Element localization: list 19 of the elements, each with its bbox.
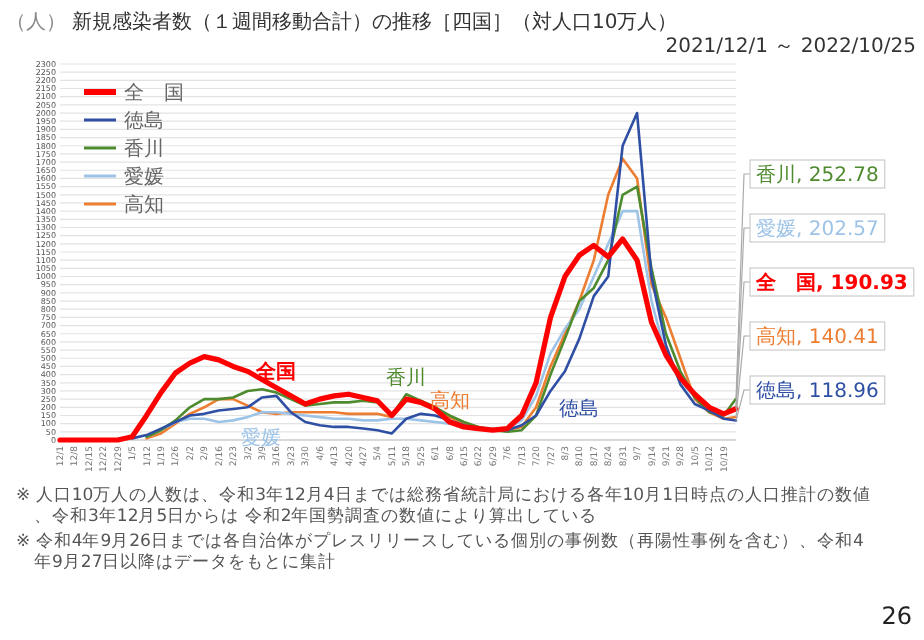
- annotation: 高知: [429, 389, 470, 414]
- legend-label: 高知: [124, 193, 164, 217]
- title: 新規感染者数（１週間移動合計）の推移［四国］（対人口10万人）: [72, 12, 678, 34]
- text: ※ 人口10万人の人数は、令和3年12月4日までは総務省統計局における各年10月1日時点の人口推計の数値、令和3年12月5日からは 令和2年国勢調査の数値により算出している: [16, 484, 871, 527]
- annotation: 香川, 252.78: [756, 163, 879, 187]
- ylabel: （人）: [6, 12, 66, 34]
- subtitle: 2021/12/1 ～ 2022/10/25: [665, 36, 916, 58]
- legend-label: 全 国: [124, 81, 184, 105]
- annotation: 徳島, 118.96: [756, 379, 879, 403]
- text: ※ 令和4年9月26日までは各自治体がプレスリリースしている個別の事例数（再陽性事例を含む）、令和4年9月27日以降はデータをもとに集計: [16, 530, 864, 573]
- legend-label: 徳島: [124, 109, 164, 133]
- annotation: 徳島: [558, 396, 599, 421]
- annotation: 高知, 140.41: [756, 325, 879, 349]
- annotation: 香川: [386, 366, 427, 391]
- legend-label: 愛媛: [124, 165, 164, 189]
- text: 26: [881, 602, 912, 630]
- legend-label: 香川: [124, 137, 164, 161]
- annotation: 愛媛, 202.57: [756, 217, 879, 241]
- annotation: 全 国, 190.93: [754, 271, 908, 295]
